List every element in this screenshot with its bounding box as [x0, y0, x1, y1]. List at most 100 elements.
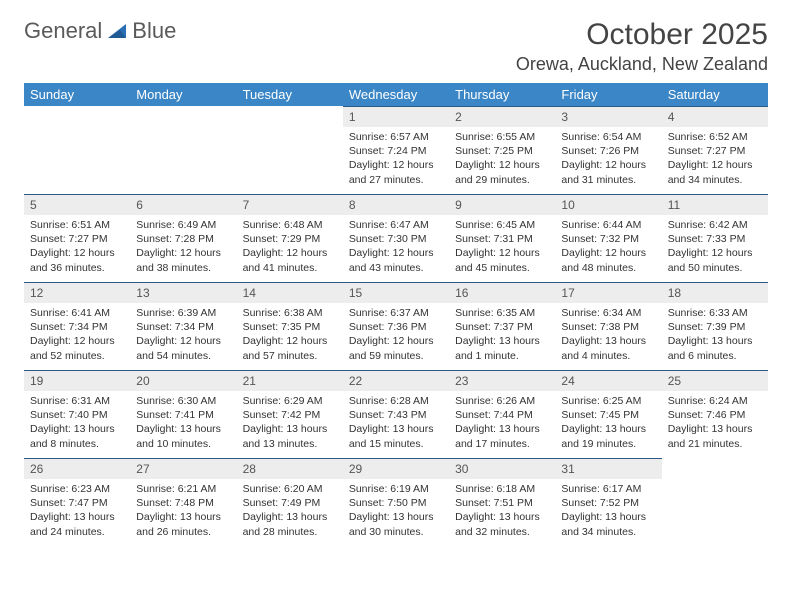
- weekday-header: Wednesday: [343, 83, 449, 106]
- daylight-text: and 48 minutes.: [561, 261, 655, 275]
- day-number: 13: [130, 282, 236, 303]
- daylight-text: and 59 minutes.: [349, 349, 443, 363]
- day-body: Sunrise: 6:57 AMSunset: 7:24 PMDaylight:…: [343, 127, 449, 193]
- day-number: 5: [24, 194, 130, 215]
- day-body: Sunrise: 6:52 AMSunset: 7:27 PMDaylight:…: [662, 127, 768, 193]
- day-body: Sunrise: 6:28 AMSunset: 7:43 PMDaylight:…: [343, 391, 449, 457]
- sunrise-text: Sunrise: 6:49 AM: [136, 218, 230, 232]
- sunrise-text: Sunrise: 6:44 AM: [561, 218, 655, 232]
- day-number: 23: [449, 370, 555, 391]
- day-number: 18: [662, 282, 768, 303]
- day-body: Sunrise: 6:21 AMSunset: 7:48 PMDaylight:…: [130, 479, 236, 545]
- daylight-text: Daylight: 12 hours: [136, 246, 230, 260]
- day-body: Sunrise: 6:48 AMSunset: 7:29 PMDaylight:…: [237, 215, 343, 281]
- calendar-day-cell: 13Sunrise: 6:39 AMSunset: 7:34 PMDayligh…: [130, 282, 236, 370]
- daylight-text: and 27 minutes.: [349, 173, 443, 187]
- sunrise-text: Sunrise: 6:17 AM: [561, 482, 655, 496]
- day-number: 7: [237, 194, 343, 215]
- day-number: 6: [130, 194, 236, 215]
- daylight-text: and 13 minutes.: [243, 437, 337, 451]
- daylight-text: and 52 minutes.: [30, 349, 124, 363]
- calendar-week-row: ...1Sunrise: 6:57 AMSunset: 7:24 PMDayli…: [24, 106, 768, 194]
- day-body: Sunrise: 6:51 AMSunset: 7:27 PMDaylight:…: [24, 215, 130, 281]
- sunrise-text: Sunrise: 6:24 AM: [668, 394, 762, 408]
- day-number: 26: [24, 458, 130, 479]
- calendar-day-cell: .: [130, 106, 236, 194]
- calendar-day-cell: 22Sunrise: 6:28 AMSunset: 7:43 PMDayligh…: [343, 370, 449, 458]
- sunset-text: Sunset: 7:49 PM: [243, 496, 337, 510]
- day-body: Sunrise: 6:55 AMSunset: 7:25 PMDaylight:…: [449, 127, 555, 193]
- sunset-text: Sunset: 7:47 PM: [30, 496, 124, 510]
- day-number: 16: [449, 282, 555, 303]
- calendar-day-cell: 31Sunrise: 6:17 AMSunset: 7:52 PMDayligh…: [555, 458, 661, 546]
- sunrise-text: Sunrise: 6:57 AM: [349, 130, 443, 144]
- daylight-text: Daylight: 13 hours: [561, 334, 655, 348]
- day-body: Sunrise: 6:26 AMSunset: 7:44 PMDaylight:…: [449, 391, 555, 457]
- daylight-text: Daylight: 13 hours: [30, 510, 124, 524]
- calendar-day-cell: 12Sunrise: 6:41 AMSunset: 7:34 PMDayligh…: [24, 282, 130, 370]
- sunrise-text: Sunrise: 6:26 AM: [455, 394, 549, 408]
- calendar-day-cell: 24Sunrise: 6:25 AMSunset: 7:45 PMDayligh…: [555, 370, 661, 458]
- daylight-text: and 4 minutes.: [561, 349, 655, 363]
- sunset-text: Sunset: 7:26 PM: [561, 144, 655, 158]
- daylight-text: Daylight: 12 hours: [668, 158, 762, 172]
- daylight-text: Daylight: 12 hours: [455, 246, 549, 260]
- calendar-day-cell: 18Sunrise: 6:33 AMSunset: 7:39 PMDayligh…: [662, 282, 768, 370]
- sunset-text: Sunset: 7:24 PM: [349, 144, 443, 158]
- daylight-text: and 10 minutes.: [136, 437, 230, 451]
- calendar-day-cell: 25Sunrise: 6:24 AMSunset: 7:46 PMDayligh…: [662, 370, 768, 458]
- calendar-day-cell: 19Sunrise: 6:31 AMSunset: 7:40 PMDayligh…: [24, 370, 130, 458]
- sunrise-text: Sunrise: 6:52 AM: [668, 130, 762, 144]
- title-block: October 2025 Orewa, Auckland, New Zealan…: [516, 18, 768, 75]
- daylight-text: Daylight: 12 hours: [30, 246, 124, 260]
- day-body: Sunrise: 6:35 AMSunset: 7:37 PMDaylight:…: [449, 303, 555, 369]
- calendar-day-cell: 7Sunrise: 6:48 AMSunset: 7:29 PMDaylight…: [237, 194, 343, 282]
- daylight-text: and 6 minutes.: [668, 349, 762, 363]
- day-body: Sunrise: 6:24 AMSunset: 7:46 PMDaylight:…: [662, 391, 768, 457]
- sunset-text: Sunset: 7:35 PM: [243, 320, 337, 334]
- sunrise-text: Sunrise: 6:28 AM: [349, 394, 443, 408]
- calendar-day-cell: .: [24, 106, 130, 194]
- weekday-header: Saturday: [662, 83, 768, 106]
- daylight-text: Daylight: 12 hours: [349, 158, 443, 172]
- daylight-text: Daylight: 13 hours: [455, 422, 549, 436]
- day-body: Sunrise: 6:44 AMSunset: 7:32 PMDaylight:…: [555, 215, 661, 281]
- daylight-text: and 43 minutes.: [349, 261, 443, 275]
- daylight-text: Daylight: 13 hours: [668, 422, 762, 436]
- sunset-text: Sunset: 7:33 PM: [668, 232, 762, 246]
- calendar-day-cell: 28Sunrise: 6:20 AMSunset: 7:49 PMDayligh…: [237, 458, 343, 546]
- brand-logo: General Blue: [24, 18, 176, 44]
- sunrise-text: Sunrise: 6:33 AM: [668, 306, 762, 320]
- daylight-text: Daylight: 13 hours: [349, 422, 443, 436]
- daylight-text: Daylight: 12 hours: [561, 246, 655, 260]
- brand-part1: General: [24, 18, 102, 44]
- sunset-text: Sunset: 7:44 PM: [455, 408, 549, 422]
- sunrise-text: Sunrise: 6:30 AM: [136, 394, 230, 408]
- calendar-table: Sunday Monday Tuesday Wednesday Thursday…: [24, 83, 768, 546]
- sunset-text: Sunset: 7:48 PM: [136, 496, 230, 510]
- sunrise-text: Sunrise: 6:51 AM: [30, 218, 124, 232]
- day-number: 29: [343, 458, 449, 479]
- daylight-text: and 34 minutes.: [561, 525, 655, 539]
- calendar-week-row: 26Sunrise: 6:23 AMSunset: 7:47 PMDayligh…: [24, 458, 768, 546]
- weekday-header: Monday: [130, 83, 236, 106]
- daylight-text: Daylight: 12 hours: [30, 334, 124, 348]
- daylight-text: and 24 minutes.: [30, 525, 124, 539]
- sunset-text: Sunset: 7:34 PM: [30, 320, 124, 334]
- sunset-text: Sunset: 7:51 PM: [455, 496, 549, 510]
- day-number: 25: [662, 370, 768, 391]
- daylight-text: and 26 minutes.: [136, 525, 230, 539]
- sunrise-text: Sunrise: 6:29 AM: [243, 394, 337, 408]
- daylight-text: and 1 minute.: [455, 349, 549, 363]
- calendar-day-cell: 21Sunrise: 6:29 AMSunset: 7:42 PMDayligh…: [237, 370, 343, 458]
- sunrise-text: Sunrise: 6:41 AM: [30, 306, 124, 320]
- month-title: October 2025: [516, 18, 768, 52]
- sunset-text: Sunset: 7:27 PM: [30, 232, 124, 246]
- day-number: 24: [555, 370, 661, 391]
- day-body: Sunrise: 6:17 AMSunset: 7:52 PMDaylight:…: [555, 479, 661, 545]
- day-number: 1: [343, 106, 449, 127]
- calendar-week-row: 19Sunrise: 6:31 AMSunset: 7:40 PMDayligh…: [24, 370, 768, 458]
- day-number: 14: [237, 282, 343, 303]
- weekday-header: Friday: [555, 83, 661, 106]
- day-body: Sunrise: 6:42 AMSunset: 7:33 PMDaylight:…: [662, 215, 768, 281]
